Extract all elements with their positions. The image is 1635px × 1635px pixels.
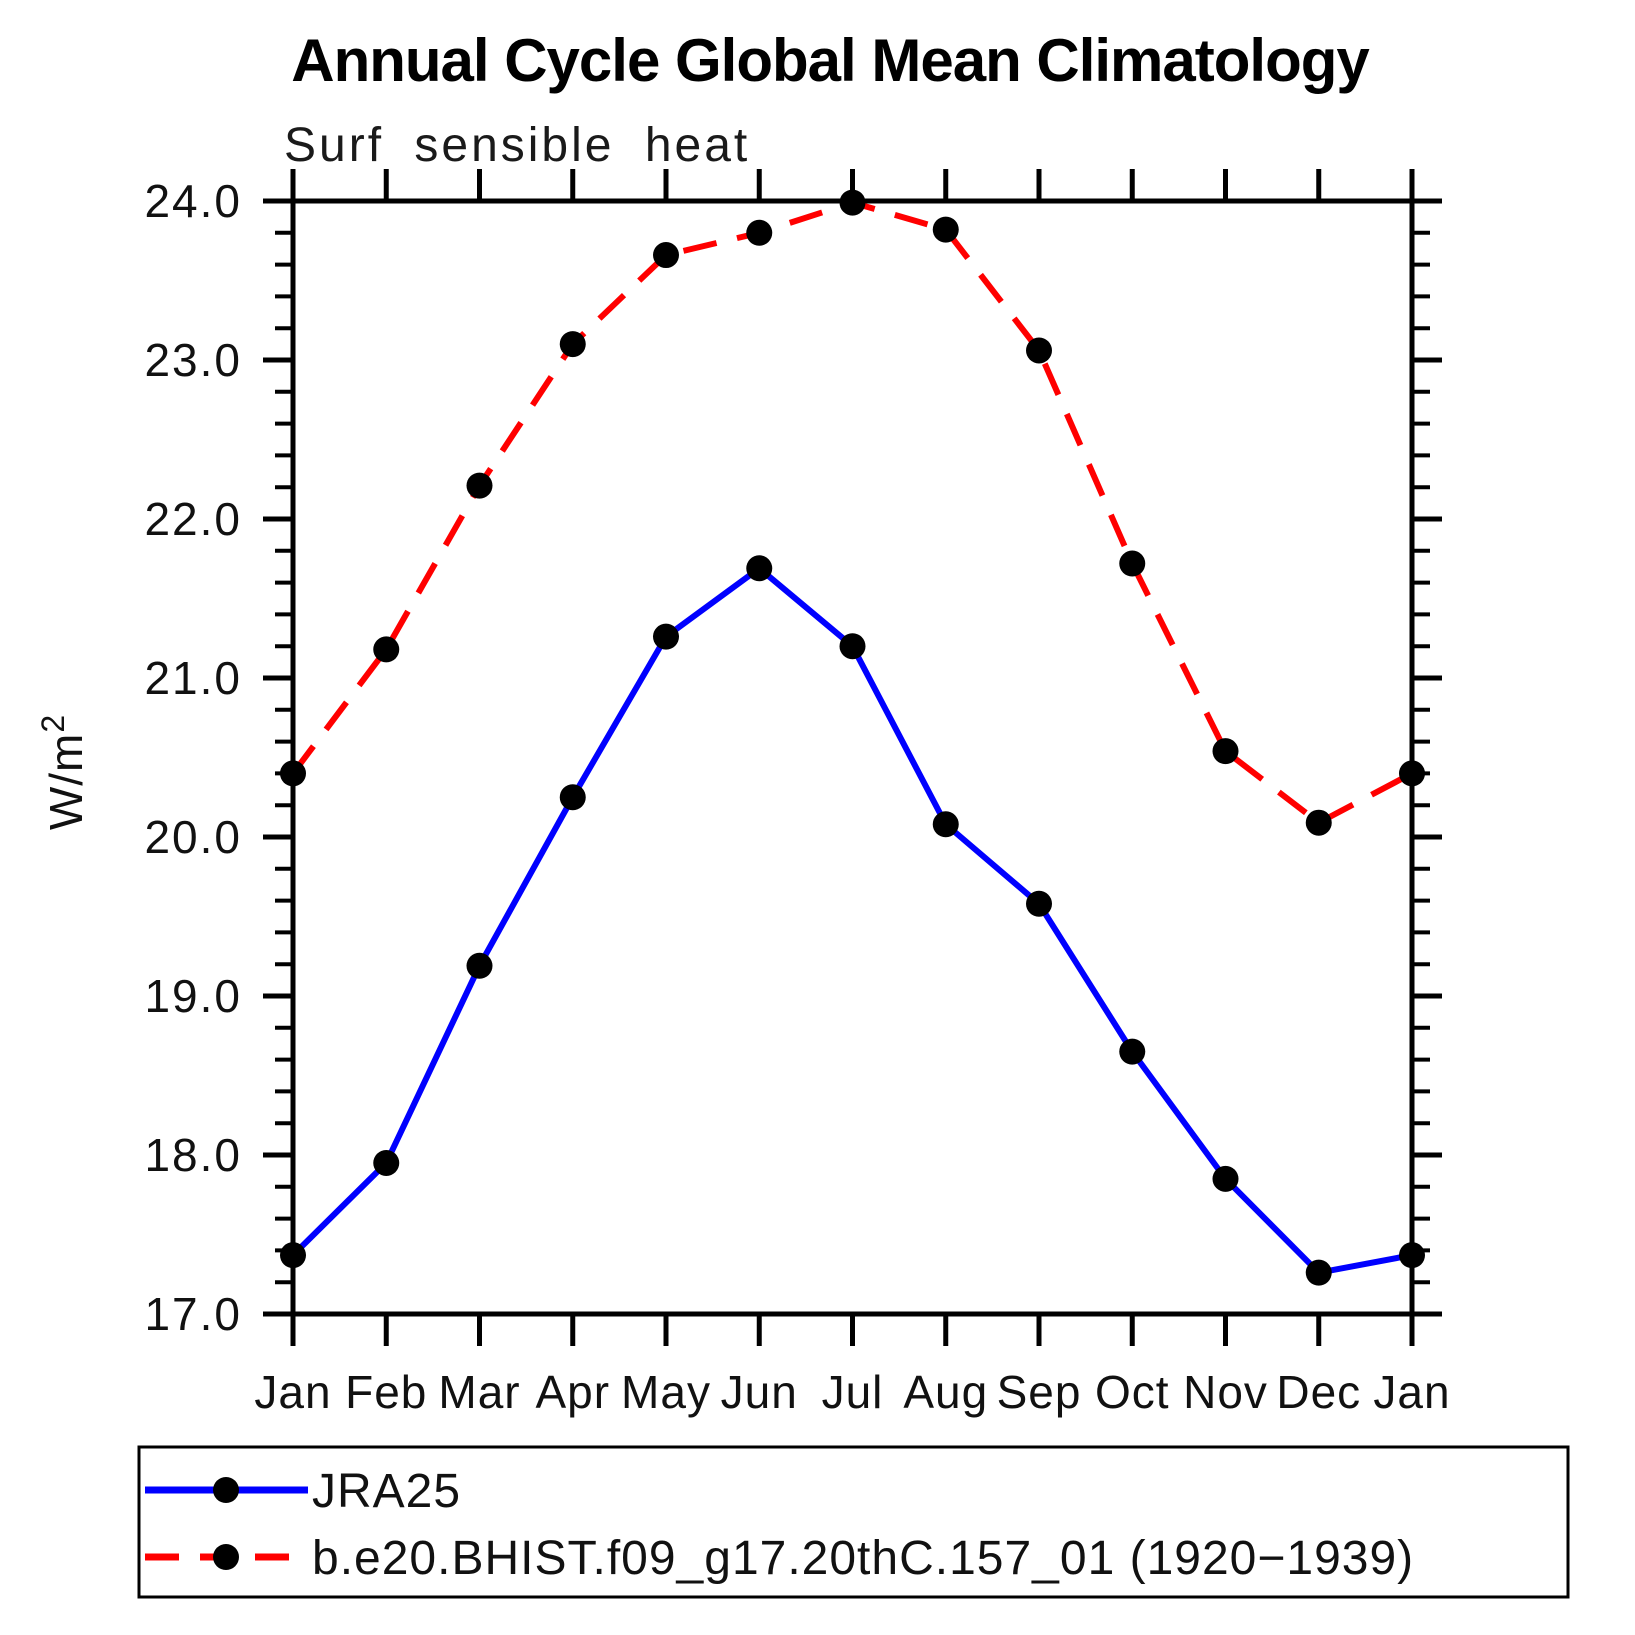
y-axis-title: W/m2 <box>35 714 92 830</box>
data-point-marker <box>373 1149 400 1176</box>
chart-title: Annual Cycle Global Mean Climatology <box>291 27 1370 94</box>
data-point-marker <box>932 216 959 243</box>
legend-box <box>137 1445 1570 1599</box>
y-tick-label: 17.0 <box>144 1288 242 1340</box>
data-point-marker <box>1399 1242 1425 1269</box>
data-point-marker <box>653 623 679 650</box>
legend-sample-marker-1 <box>213 1544 239 1570</box>
x-tick-label: Dec <box>1276 1366 1361 1418</box>
data-point-marker <box>653 242 679 269</box>
series-markers-1 <box>280 189 1425 836</box>
y-tick-label: 18.0 <box>144 1129 242 1181</box>
data-point-marker <box>1026 337 1052 364</box>
legend-label-0: JRA25 <box>312 1465 461 1518</box>
x-tick-label: Oct <box>1095 1366 1170 1418</box>
data-point-marker <box>1305 1259 1332 1286</box>
series-line-1 <box>290 199 1414 827</box>
data-point-marker <box>1399 760 1425 787</box>
data-point-marker <box>1026 890 1052 917</box>
x-tick-label: Feb <box>345 1366 427 1418</box>
data-point-marker <box>932 811 959 838</box>
data-point-marker <box>746 219 773 246</box>
data-point-marker <box>280 760 306 787</box>
y-major-ticks <box>263 198 1442 1317</box>
x-ticks <box>290 169 1415 1346</box>
y-tick-label: 20.0 <box>144 811 242 863</box>
x-tick-label: Jan <box>254 1366 331 1418</box>
data-point-marker <box>466 952 493 979</box>
x-tick-label: Jun <box>721 1366 798 1418</box>
x-tick-label: Nov <box>1183 1366 1268 1418</box>
x-tick-label: May <box>621 1366 711 1418</box>
data-point-marker <box>746 555 773 582</box>
y-minor-ticks <box>275 230 1430 1285</box>
data-point-marker <box>559 784 586 811</box>
y-tick-labels: 17.0 18.0 19.0 20.0 21.0 22.0 23.0 24.0 <box>144 175 242 1340</box>
y-tick-label: 22.0 <box>144 493 242 545</box>
chart-subtitle: Surf sensible heat <box>284 119 751 172</box>
series-line-0 <box>290 564 1413 1276</box>
y-tick-label: 24.0 <box>144 175 242 227</box>
x-tick-label: Aug <box>903 1366 988 1418</box>
data-point-marker <box>280 1242 306 1269</box>
y-tick-label: 21.0 <box>144 652 242 704</box>
data-point-marker <box>839 189 866 216</box>
x-tick-label: Sep <box>997 1366 1082 1418</box>
x-tick-label: Mar <box>438 1366 520 1418</box>
x-tick-labels: Jan Feb Mar Apr May Jun Jul Aug Sep Oct Nov Dec Jan <box>254 1366 1450 1418</box>
x-tick-label: Apr <box>535 1366 610 1418</box>
data-point-marker <box>1119 1038 1146 1065</box>
data-point-marker <box>1212 738 1239 765</box>
y-tick-label: 19.0 <box>144 970 242 1022</box>
data-point-marker <box>559 331 586 358</box>
y-axis-title-sup: 2 <box>35 714 71 733</box>
data-point-marker <box>1212 1165 1239 1192</box>
plot-frame <box>290 198 1415 1317</box>
legend-sample-marker-0 <box>213 1477 239 1503</box>
x-tick-label: Jul <box>822 1366 884 1418</box>
y-tick-label: 23.0 <box>144 334 242 386</box>
data-point-marker <box>839 633 866 660</box>
data-point-marker <box>1119 550 1146 577</box>
series-markers-0 <box>280 555 1425 1286</box>
data-point-marker <box>373 636 400 663</box>
data-point-marker <box>1305 809 1332 836</box>
data-point-marker <box>466 472 493 499</box>
y-axis-title-base: W/m <box>40 733 92 831</box>
x-tick-label: Jan <box>1373 1366 1450 1418</box>
legend-label-1: b.e20.BHIST.f09_g17.20thC.157_01 (1920−1… <box>312 1532 1414 1585</box>
